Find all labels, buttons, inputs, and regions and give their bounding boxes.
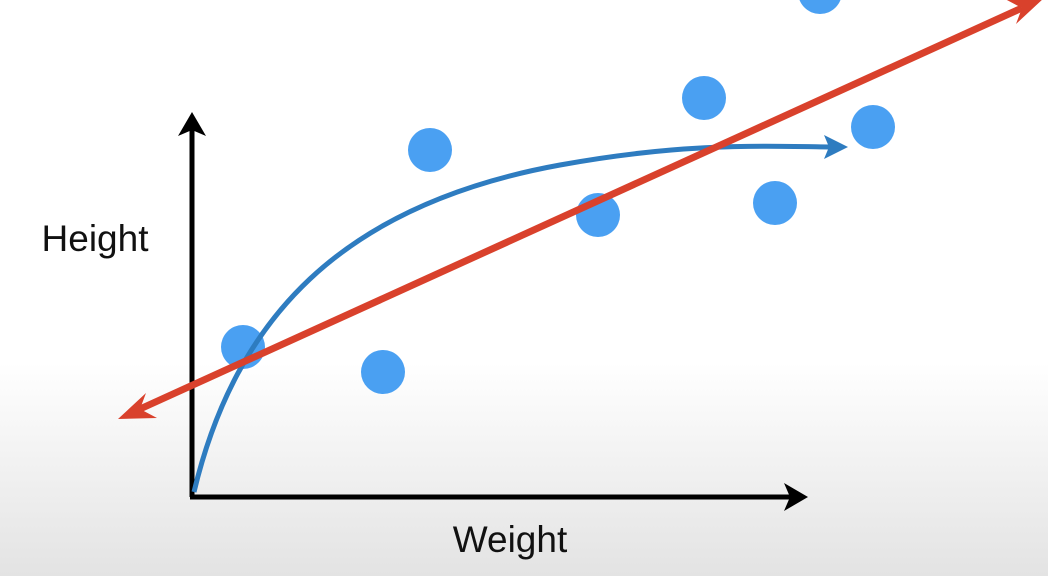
line-arrow-start (118, 393, 157, 419)
point (851, 105, 895, 149)
x-axis-arrow (784, 483, 808, 511)
point (361, 350, 405, 394)
y-axis-arrow (178, 112, 206, 136)
curve-arrow (824, 135, 848, 159)
y-axis-label: Height (42, 218, 150, 259)
line-arrow-end (1006, 0, 1042, 24)
x-axis-label: Weight (453, 519, 568, 560)
point (682, 76, 726, 120)
axes (189, 125, 795, 500)
point (799, 0, 841, 14)
linear-fit (138, 4, 1024, 413)
point (753, 181, 797, 225)
point (408, 128, 452, 172)
